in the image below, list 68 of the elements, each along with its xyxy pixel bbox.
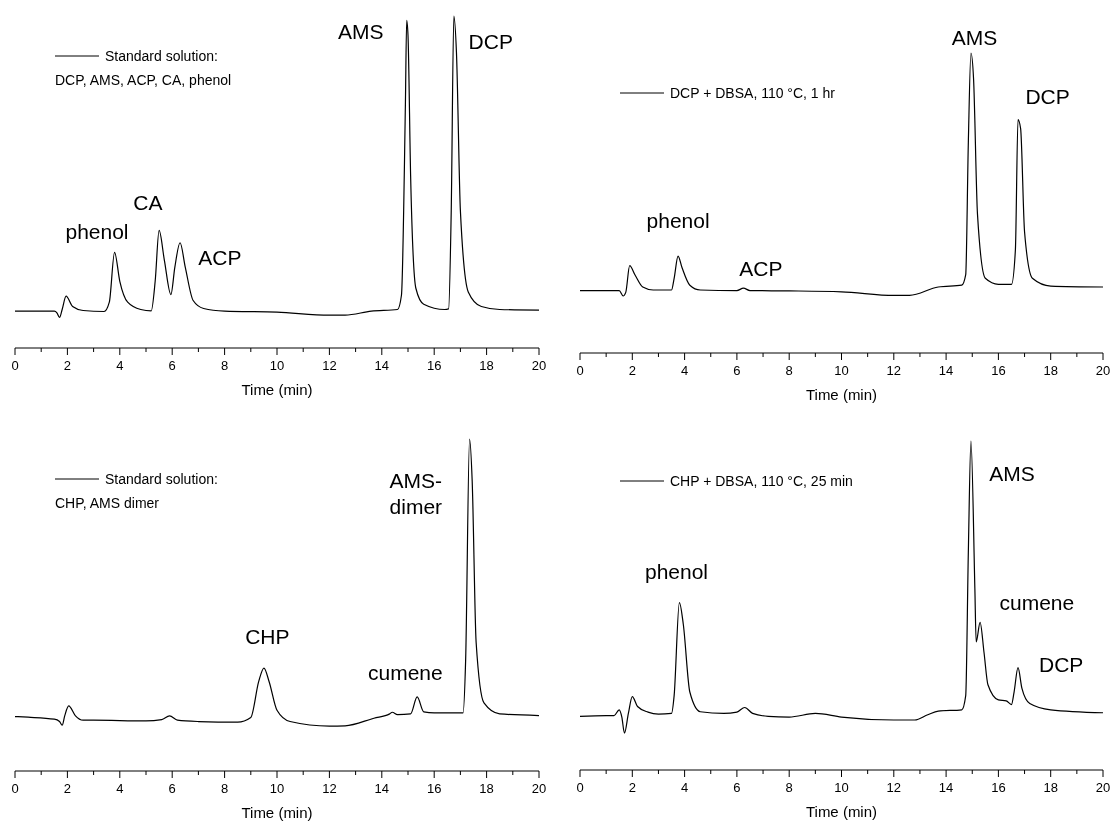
x-tick-label: 2 [63,358,72,373]
annotation: AMS [989,461,1035,485]
x-tick-label: 16 [426,781,442,796]
x-tick-label: 10 [269,781,285,796]
x-tick-label: 12 [886,780,902,795]
annotation: CHP [245,624,290,648]
x-tick-label: 6 [168,781,176,796]
annotation: ACP [198,246,242,270]
x-tick-label: 20 [531,358,547,373]
annotation: DCP [468,29,513,53]
x-tick-label: 14 [374,358,390,373]
x-tick-label: 12 [322,781,337,796]
annotation: CA [133,191,163,215]
annotation: AMS- dimer [389,468,443,518]
x-axis-title: Time (min) [241,804,313,821]
x-tick-label: 2 [63,781,72,796]
x-tick-label: 16 [426,358,442,373]
x-tick-label: 12 [322,358,337,373]
x-tick-label: 6 [733,780,741,795]
x-tick-label: 4 [680,780,689,795]
x-tick-label: 18 [1043,780,1058,795]
x-tick-label: 20 [1095,780,1111,795]
x-tick-label: 6 [168,358,176,373]
x-tick-label: 6 [733,363,741,378]
annotation: DCP [1025,85,1070,109]
x-axis-title: Time (min) [241,381,313,398]
x-tick-label: 2 [628,780,636,795]
annotation: cumene [999,590,1075,614]
x-tick-label: 0 [11,781,19,796]
legend-label: Standard solution: DCP, AMS, ACP, CA, phenol [55,48,232,88]
x-tick-label: 18 [1043,363,1058,378]
annotation: phenol [644,560,709,584]
x-tick-label: 0 [576,780,584,795]
x-tick-label: 18 [479,358,494,373]
x-tick-label: 4 [680,363,689,378]
x-tick-label: 14 [938,780,954,795]
legend-label: DCP + DBSA, 110 °C, 1 hr [670,85,836,101]
annotation: phenol [65,220,129,244]
x-tick-label: 8 [785,780,793,795]
legend-label: CHP + DBSA, 110 °C, 25 min [670,473,853,489]
x-tick-label: 2 [628,363,636,378]
x-tick-label: 20 [1095,363,1111,378]
x-tick-label: 8 [220,781,229,796]
x-tick-label: 20 [531,781,547,796]
annotation: AMS [338,19,384,43]
x-tick-label: 8 [220,358,229,373]
x-tick-label: 14 [938,363,954,378]
x-tick-label: 8 [785,363,793,378]
legend-label: Standard solution: CHP, AMS dimer [55,471,218,511]
x-tick-label: 14 [374,781,390,796]
x-tick-label: 10 [834,780,849,795]
annotation: phenol [646,209,710,233]
annotation: DCP [1038,653,1084,677]
x-tick-label: 10 [834,363,849,378]
x-axis-title: Time (min) [805,803,878,820]
x-tick-label: 0 [11,358,19,373]
x-tick-label: 4 [116,781,124,796]
x-tick-label: 16 [991,363,1006,378]
x-tick-label: 0 [576,363,584,378]
x-tick-label: 18 [479,781,494,796]
annotation: cumene [368,660,443,684]
x-tick-label: 4 [116,358,124,373]
x-tick-label: 12 [886,363,902,378]
text: AMS [951,26,998,49]
x-tick-label: 16 [991,780,1006,795]
annotation: ACP [739,257,783,281]
x-tick-label: 10 [269,358,285,373]
x-axis-title: Time (min) [805,386,878,403]
